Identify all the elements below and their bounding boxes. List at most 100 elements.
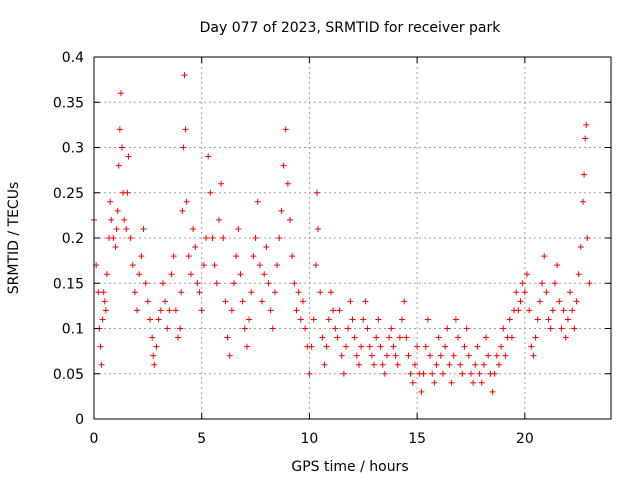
data-point [569, 307, 576, 314]
data-point [450, 352, 457, 359]
data-point [396, 334, 403, 341]
data-point [134, 307, 141, 314]
data-point [155, 316, 162, 323]
data-point [246, 316, 253, 323]
data-point [200, 262, 207, 269]
data-point [366, 343, 373, 350]
data-point [364, 325, 371, 332]
data-point [528, 343, 535, 350]
data-point [235, 225, 242, 232]
data-point [539, 280, 546, 287]
data-point [149, 334, 156, 341]
data-point [107, 198, 114, 205]
data-point [317, 289, 324, 296]
data-point [299, 298, 306, 305]
data-point [340, 370, 347, 377]
data-point [179, 207, 186, 214]
data-point [455, 334, 462, 341]
data-point [289, 253, 296, 260]
data-point [228, 307, 235, 314]
data-point [547, 325, 554, 332]
data-point [261, 271, 268, 278]
data-point [513, 289, 520, 296]
data-point [278, 207, 285, 214]
data-point [517, 298, 524, 305]
data-point [437, 352, 444, 359]
data-point [315, 225, 322, 232]
data-point [182, 126, 189, 133]
data-point [312, 262, 319, 269]
data-point [519, 280, 526, 287]
data-point [220, 235, 227, 241]
data-point [439, 370, 446, 377]
data-point [452, 316, 459, 323]
data-point [185, 253, 192, 260]
data-point [515, 307, 522, 314]
data-point [151, 361, 158, 368]
data-point [427, 352, 434, 359]
data-point [198, 307, 205, 314]
data-point [399, 316, 406, 323]
data-point [485, 352, 492, 359]
data-point [207, 189, 214, 196]
data-point [114, 207, 121, 214]
y-tick-label: 0.1 [62, 322, 84, 338]
data-point [119, 144, 126, 151]
data-point [401, 298, 408, 305]
data-point [349, 316, 356, 323]
data-point [491, 370, 498, 377]
data-point [110, 235, 117, 241]
data-point [489, 388, 496, 395]
data-point [241, 325, 248, 332]
data-point [390, 343, 397, 350]
data-point [115, 162, 122, 169]
data-point [180, 144, 187, 151]
data-point [252, 235, 259, 241]
data-point [420, 370, 427, 377]
data-point [556, 298, 563, 305]
y-tick-label: 0.05 [53, 367, 84, 383]
data-point [498, 343, 505, 350]
data-point [543, 289, 550, 296]
data-point [508, 334, 515, 341]
data-point [381, 370, 388, 377]
data-point [345, 325, 352, 332]
data-point [321, 361, 328, 368]
axis-ticks: 0 5 10 15 20 0 0.05 0.1 0.15 0.2 0.25 0.3 0.35 0.4 [53, 50, 611, 447]
data-point [157, 307, 164, 314]
data-point [178, 289, 185, 296]
data-point [259, 298, 266, 305]
data-point [476, 370, 483, 377]
data-point [172, 307, 179, 314]
data-point [360, 316, 367, 323]
data-point [108, 216, 115, 223]
data-point [332, 325, 339, 332]
data-point [233, 253, 240, 260]
data-point [222, 298, 229, 305]
data-point [254, 198, 261, 205]
data-point [325, 316, 332, 323]
data-point [530, 352, 537, 359]
x-tick-label: 0 [90, 431, 99, 447]
data-point [138, 253, 145, 260]
x-tick-label: 15 [408, 431, 426, 447]
data-point [196, 289, 203, 296]
data-point [330, 307, 337, 314]
data-point [224, 334, 231, 341]
data-points [91, 72, 593, 395]
data-point [564, 316, 571, 323]
data-point [231, 280, 238, 287]
data-point [558, 325, 565, 332]
data-point [362, 298, 369, 305]
data-point [116, 126, 123, 133]
data-point [562, 334, 569, 341]
data-point [209, 235, 216, 241]
data-point [418, 388, 425, 395]
data-point [190, 225, 197, 232]
data-point [472, 361, 479, 368]
data-point [124, 189, 131, 196]
data-point [183, 198, 190, 205]
data-point [112, 244, 119, 251]
data-point [269, 325, 276, 332]
data-point [371, 361, 378, 368]
